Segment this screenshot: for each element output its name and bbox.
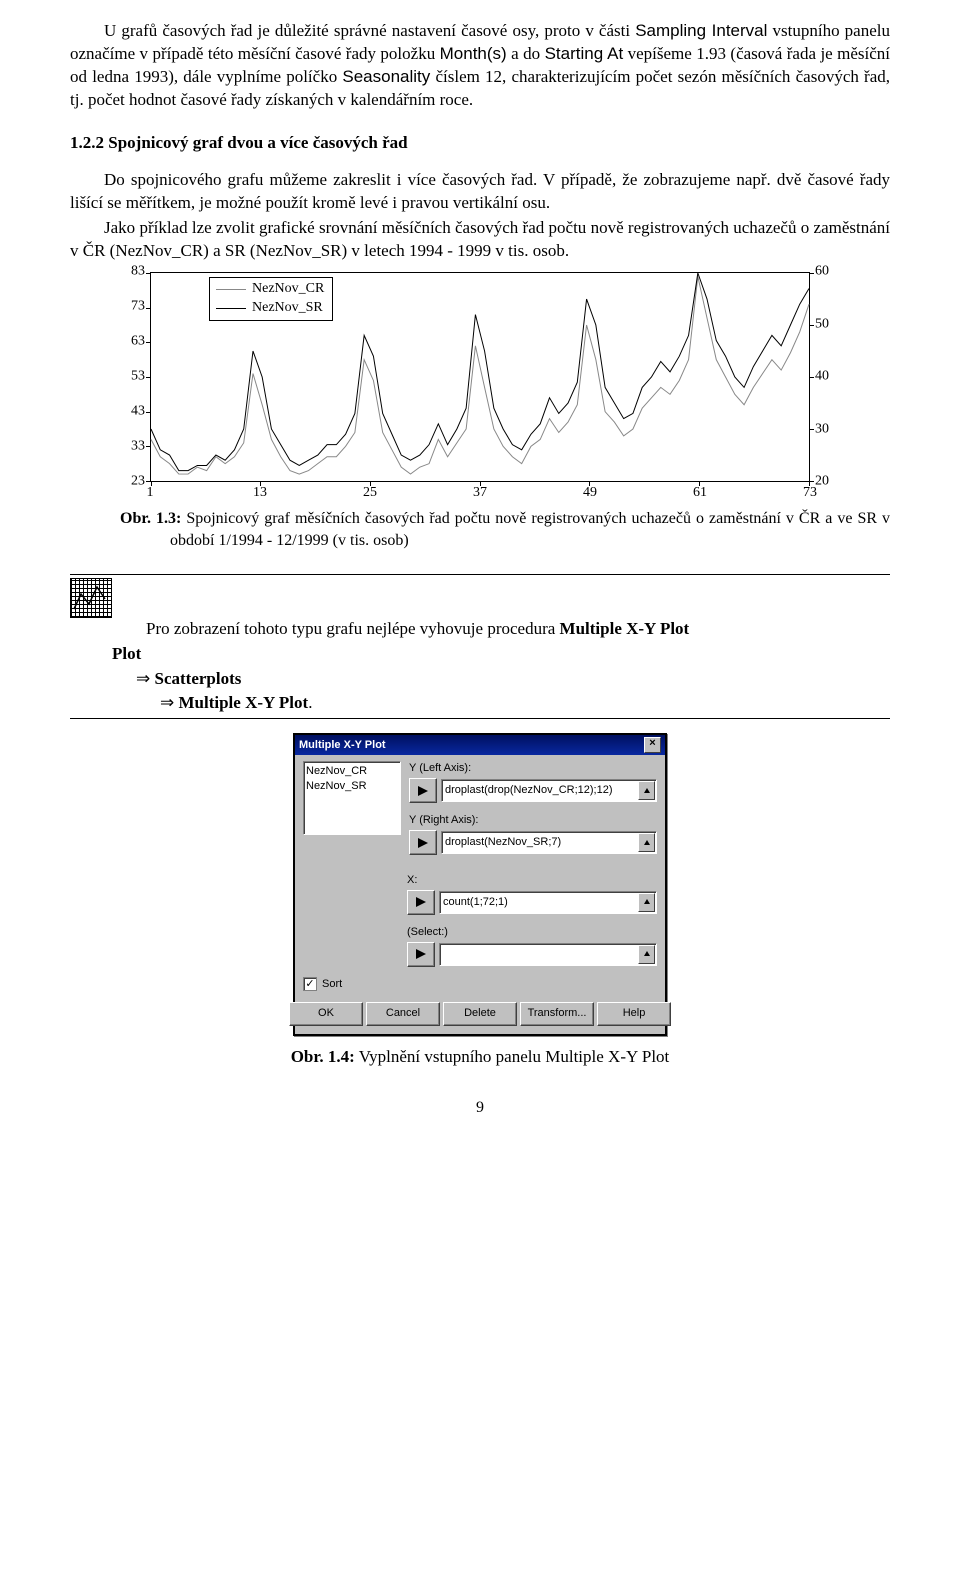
- x-label: X:: [407, 873, 657, 888]
- multiple-xy-plot-dialog: Multiple X-Y Plot × NezNov_CR NezNov_SR …: [293, 733, 667, 1035]
- proc-plot: Plot: [112, 643, 890, 666]
- chart-plot-area: NezNov_CR NezNov_SR: [150, 272, 810, 482]
- fig-1-3-label: Obr. 1.3:: [120, 510, 181, 527]
- dialog-titlebar[interactable]: Multiple X-Y Plot ×: [295, 735, 665, 755]
- add-yright-button[interactable]: [409, 830, 437, 855]
- transform-button[interactable]: Transform...: [520, 1002, 594, 1026]
- listbox-item[interactable]: NezNov_CR: [306, 764, 398, 779]
- line-chart: 23334353637383 2030405060 NezNov_CR NezN…: [100, 272, 860, 502]
- fig-1-3-caption: Obr. 1.3: Spojnicový graf měsíčních časo…: [120, 508, 890, 551]
- scatter-procedure-icon: [70, 578, 112, 618]
- sort-checkbox[interactable]: ✓ Sort: [303, 977, 657, 992]
- variables-listbox[interactable]: NezNov_CR NezNov_SR: [303, 761, 401, 835]
- y-left-axis: 23334353637383: [105, 272, 145, 482]
- p1-sampling: Sampling Interval: [635, 21, 767, 40]
- proc-mxy2: ⇒ Multiple X-Y Plot.: [160, 692, 890, 715]
- p1-season: Seasonality: [342, 67, 430, 86]
- yleft-label: Y (Left Axis):: [409, 761, 657, 776]
- divider-top: [70, 574, 890, 575]
- yright-value: droplast(NezNov_SR;7): [445, 835, 561, 850]
- listbox-item[interactable]: NezNov_SR: [306, 779, 398, 794]
- yleft-value: droplast(drop(NezNov_CR;12);12): [445, 783, 613, 798]
- proc-mxy2-label: Multiple X-Y Plot: [179, 693, 309, 712]
- delete-button[interactable]: Delete: [443, 1002, 517, 1026]
- y-right-axis: 2030405060: [815, 272, 855, 482]
- fig-1-4-label: Obr. 1.4:: [291, 1047, 355, 1066]
- close-icon[interactable]: ×: [644, 737, 661, 753]
- p1-starting: Starting At: [545, 44, 624, 63]
- legend-label-sr: NezNov_SR: [252, 299, 323, 318]
- yleft-input[interactable]: droplast(drop(NezNov_CR;12);12): [441, 779, 657, 802]
- select-label: (Select:): [407, 925, 657, 940]
- sort-label: Sort: [322, 977, 342, 992]
- add-yleft-button[interactable]: [409, 778, 437, 803]
- yright-label: Y (Right Axis):: [409, 813, 657, 828]
- scroll-up-icon[interactable]: [638, 945, 655, 964]
- p1-a: U grafů časových řad je důležité správné…: [104, 21, 635, 40]
- fig-1-4-caption: Obr. 1.4: Vyplnění vstupního panelu Mult…: [70, 1046, 890, 1069]
- ok-button[interactable]: OK: [289, 1002, 363, 1026]
- legend-label-cr: NezNov_CR: [252, 280, 324, 299]
- para-3: Jako příklad lze zvolit grafické srovnán…: [70, 217, 890, 263]
- proc-scatter: ⇒ Scatterplots: [136, 668, 890, 691]
- proc-intro: Pro zobrazení tohoto typu grafu nejlépe …: [146, 619, 560, 638]
- scroll-up-icon[interactable]: [638, 833, 655, 852]
- cancel-button[interactable]: Cancel: [366, 1002, 440, 1026]
- p1-c: a do: [511, 44, 544, 63]
- proc-plot-label: Plot: [112, 644, 141, 663]
- yright-input[interactable]: droplast(NezNov_SR;7): [441, 831, 657, 854]
- checkbox-icon: ✓: [303, 977, 317, 991]
- chart-legend: NezNov_CR NezNov_SR: [209, 277, 333, 321]
- fig-1-4-text: Vyplnění vstupního panelu Multiple X-Y P…: [359, 1047, 670, 1066]
- para-1: U grafů časových řad je důležité správné…: [70, 20, 890, 112]
- proc-intro-line: Pro zobrazení tohoto typu grafu nejlépe …: [112, 618, 890, 641]
- dialog-title: Multiple X-Y Plot: [299, 738, 386, 753]
- legend-swatch-cr: [216, 289, 246, 290]
- x-input[interactable]: count(1;72;1): [439, 891, 657, 914]
- p1-months: Month(s): [440, 44, 507, 63]
- help-button[interactable]: Help: [597, 1002, 671, 1026]
- divider-bottom: [70, 718, 890, 719]
- add-x-button[interactable]: [407, 890, 435, 915]
- legend-swatch-sr: [216, 308, 246, 309]
- heading-1-2-2: 1.2.2 Spojnicový graf dvou a více časový…: [70, 132, 890, 155]
- proc-mxypl: Multiple X-Y Plot: [560, 619, 690, 638]
- scroll-up-icon[interactable]: [638, 781, 655, 800]
- proc-scatter-label: Scatterplots: [155, 669, 242, 688]
- add-select-button[interactable]: [407, 942, 435, 967]
- select-input[interactable]: [439, 943, 657, 966]
- para-2: Do spojnicového grafu můžeme zakreslit i…: [70, 169, 890, 215]
- x-axis: 1132537496173: [150, 482, 810, 502]
- x-value: count(1;72;1): [443, 895, 508, 910]
- page-number: 9: [70, 1097, 890, 1119]
- scroll-up-icon[interactable]: [638, 893, 655, 912]
- fig-1-3-text: Spojnicový graf měsíčních časových řad p…: [170, 510, 890, 549]
